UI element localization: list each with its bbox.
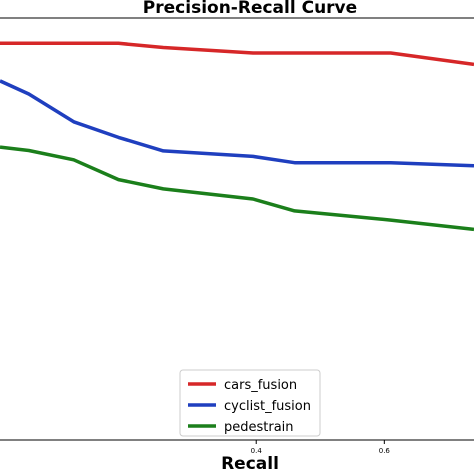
- series-line-pedestrain: [0, 145, 474, 232]
- series-line-cyclist_fusion: [0, 79, 474, 168]
- x-axis-label: Recall: [221, 454, 279, 474]
- series-lines: [0, 41, 474, 232]
- plot-area: [0, 17, 474, 441]
- x-tick-label: 0.6: [379, 447, 391, 455]
- legend-label-cyclist_fusion: cyclist_fusion: [224, 399, 311, 414]
- legend: cars_fusion cyclist_fusion pedestrain: [179, 369, 321, 437]
- series-line-cars_fusion: [0, 41, 474, 67]
- legend-label-pedestrain: pedestrain: [224, 420, 294, 435]
- legend-label-cars_fusion: cars_fusion: [224, 378, 297, 393]
- chart-title: Precision-Recall Curve: [143, 0, 357, 18]
- x-tick-label: 0.4: [251, 447, 263, 455]
- legend-box: [179, 369, 321, 437]
- x-ticks: 0.4 0.6: [251, 440, 391, 455]
